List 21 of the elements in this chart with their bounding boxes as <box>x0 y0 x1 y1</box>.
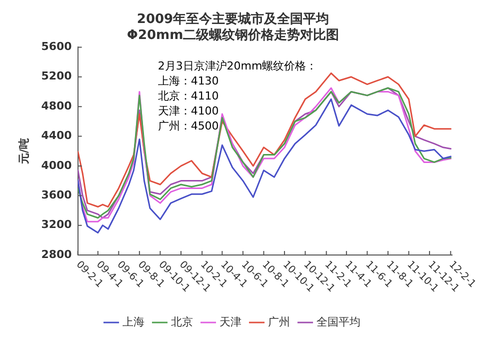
y-tick-label: 5200 <box>41 70 72 83</box>
annotation: 2月3日京津沪20mm螺纹价格： <box>158 60 318 73</box>
y-tick-label: 3200 <box>41 218 72 232</box>
annotation: 上海：4130 <box>158 74 219 88</box>
y-tick-label: 2800 <box>41 248 72 261</box>
legend-label: 上海 <box>122 315 144 328</box>
y-tick-label: 3600 <box>41 188 72 202</box>
y-tick-label: 4000 <box>41 158 72 172</box>
chart-title: 2009年至今主要城市及全国平均 <box>136 11 330 28</box>
legend-label: 广州 <box>268 315 290 328</box>
legend-label: 全国平均 <box>316 315 360 328</box>
y-tick-label: 4400 <box>41 129 72 142</box>
annotation: 广州：4500 <box>158 120 219 133</box>
annotation: 天津：4100 <box>158 104 219 118</box>
annotation: 北京：4110 <box>158 90 219 103</box>
legend-label: 天津 <box>219 315 242 328</box>
y-axis-title: 元/吨 <box>17 138 30 166</box>
y-tick-label: 5600 <box>41 40 72 54</box>
legend-label: 北京 <box>170 315 193 328</box>
chart-subtitle: Φ20mm二级螺纹钢价格走势对比图 <box>126 26 340 43</box>
y-tick-label: 4800 <box>41 99 72 112</box>
